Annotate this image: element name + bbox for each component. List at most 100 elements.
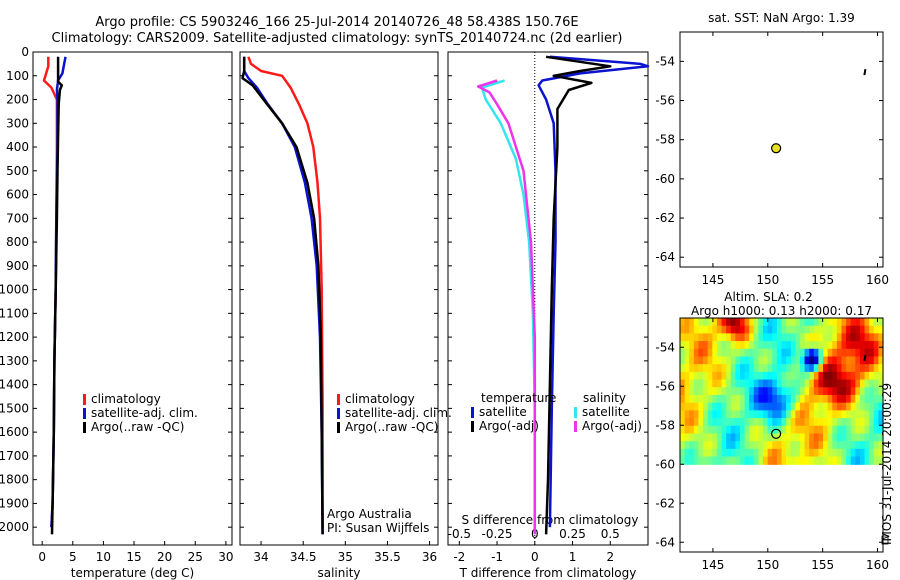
map-sla-cell-14-41 xyxy=(869,425,875,435)
map-sla-cell-14-9 xyxy=(721,425,727,435)
map-sla-cell-8-30 xyxy=(818,379,824,388)
depth-tick-label-1: 100 xyxy=(6,69,29,83)
difference-xtick-label-3: 1 xyxy=(569,550,577,564)
map-sla-cell-18-24 xyxy=(790,456,796,465)
map-sla-cell-10-17 xyxy=(758,394,764,404)
map-sla-cell-12-23 xyxy=(786,410,792,419)
map-sla-cell-16-24 xyxy=(790,441,796,450)
map-sla-cell-8-4 xyxy=(698,379,704,388)
map-sla-cell-9-33 xyxy=(832,387,838,396)
map-sla-cell-9-13 xyxy=(739,387,746,396)
map-sla-cell-13-7 xyxy=(712,418,718,427)
map-sla-cell-4-4 xyxy=(698,348,704,358)
map-sla-cell-12-29 xyxy=(813,410,820,419)
map-sla-cell-0-31 xyxy=(823,318,829,327)
map-sla-cell-9-18 xyxy=(763,387,769,396)
map-sla-ytick-label-5: -64 xyxy=(655,535,675,549)
difference-legend-temperature-swatch-0 xyxy=(471,407,474,418)
map-sla-cell-14-22 xyxy=(781,425,787,435)
map-sla-cell-9-34 xyxy=(836,387,843,396)
map-sla-cell-9-17 xyxy=(758,387,764,396)
map-sla-cell-6-18 xyxy=(763,364,769,373)
difference-xtick-label-4: 2 xyxy=(606,550,614,564)
map-sla-cell-6-15 xyxy=(749,364,755,373)
map-sla-cell-1-9 xyxy=(721,325,727,334)
map-sst-xtick-label-3: 160 xyxy=(866,273,889,287)
map-sla-cell-14-38 xyxy=(855,425,861,435)
map-sla-cell-14-21 xyxy=(776,425,783,435)
map-sla-cell-15-37 xyxy=(850,433,856,442)
map-sla-cell-14-4 xyxy=(698,425,704,435)
map-sla-cell-10-32 xyxy=(827,394,833,404)
difference-xtick-label-0: -2 xyxy=(453,550,465,564)
temperature-panel-frame xyxy=(32,51,233,546)
map-sla-cell-7-15 xyxy=(749,371,755,381)
map-sla-cell-7-35 xyxy=(841,371,847,381)
map-sla-cell-16-25 xyxy=(795,441,801,450)
map-sla-cell-16-33 xyxy=(832,441,838,450)
map-sla-cell-3-40 xyxy=(864,341,870,350)
map-sla-cell-11-26 xyxy=(799,402,806,411)
pi-annotation: PI: Susan Wijffels xyxy=(327,521,429,535)
map-sla-cell-17-34 xyxy=(836,448,843,458)
map-sla-cell-10-7 xyxy=(712,394,718,404)
map-sla-cell-14-28 xyxy=(809,425,815,435)
map-sla-cell-10-41 xyxy=(869,394,875,404)
map-sla-cell-18-3 xyxy=(693,456,700,465)
map-sla-cell-2-4 xyxy=(698,333,704,342)
map-sla-cell-1-33 xyxy=(832,325,838,334)
map-sst-ytick-label-4: -62 xyxy=(655,211,675,225)
map-sla-cell-10-22 xyxy=(781,394,787,404)
map-sla-cell-8-33 xyxy=(832,379,838,388)
map-sla-cell-9-15 xyxy=(749,387,755,396)
map-sla-cell-2-29 xyxy=(813,333,820,342)
map-sla-cell-13-22 xyxy=(781,418,787,427)
map-sla-cell-0-40 xyxy=(864,318,870,327)
map-sst-ytick-label-5: -64 xyxy=(655,250,675,264)
map-sla-cell-3-24 xyxy=(790,341,796,350)
map-sla-cell-15-42 xyxy=(873,433,879,442)
map-sla-cell-12-27 xyxy=(804,410,810,419)
figure-title-line2: Climatology: CARS2009. Satellite-adjuste… xyxy=(52,31,623,46)
map-sla-cell-1-22 xyxy=(781,325,787,334)
map-sla-cell-13-36 xyxy=(846,418,852,427)
imos-side-label: IMOS 31-Jul-2014 20:00:29 xyxy=(880,383,894,545)
map-sla-cell-12-0 xyxy=(680,410,686,419)
map-sla-cell-18-1 xyxy=(684,456,690,465)
map-sla-cell-8-15 xyxy=(749,379,755,388)
map-sla-cell-16-26 xyxy=(799,441,806,450)
depth-tick-label-6: 600 xyxy=(6,188,29,202)
map-sla-cell-5-43 xyxy=(878,356,884,365)
map-sla-cell-16-31 xyxy=(823,441,829,450)
map-sla-cell-13-4 xyxy=(698,418,704,427)
map-sla-cell-10-15 xyxy=(749,394,755,404)
salinity-legend-swatch-0 xyxy=(337,394,340,405)
map-sla-cell-17-19 xyxy=(767,448,773,458)
map-sla-cell-13-34 xyxy=(836,418,843,427)
depth-tick-label-5: 500 xyxy=(6,164,29,178)
difference-xtick-label-1: -1 xyxy=(491,550,503,564)
depth-tick-label-8: 800 xyxy=(6,235,29,249)
map-sla-cell-14-12 xyxy=(735,425,741,435)
depth-tick-label-12: 1200 xyxy=(0,330,29,344)
map-sla-cell-11-4 xyxy=(698,402,704,411)
map-sla-ytick-label-2: -58 xyxy=(655,418,675,432)
map-sla-cell-9-27 xyxy=(804,387,810,396)
map-sla-cell-3-31 xyxy=(823,341,829,350)
map-sla-cell-1-32 xyxy=(827,325,833,334)
map-sla-cell-17-38 xyxy=(855,448,861,458)
temperature-xtick-label-5: 25 xyxy=(188,550,203,564)
map-sla-cell-2-10 xyxy=(726,333,732,342)
map-sla-cell-1-29 xyxy=(813,325,820,334)
map-sla-cell-13-17 xyxy=(758,418,764,427)
map-sla-cell-16-5 xyxy=(703,441,709,450)
map-sla-cell-9-7 xyxy=(712,387,718,396)
map-sla-cell-14-10 xyxy=(726,425,732,435)
map-sla-cell-5-33 xyxy=(832,356,838,365)
map-sla-cell-0-3 xyxy=(693,318,700,327)
map-sla-cell-13-32 xyxy=(827,418,833,427)
depth-tick-label-9: 900 xyxy=(6,259,29,273)
map-sla-cell-0-23 xyxy=(786,318,792,327)
map-sla-cell-5-24 xyxy=(790,356,796,365)
